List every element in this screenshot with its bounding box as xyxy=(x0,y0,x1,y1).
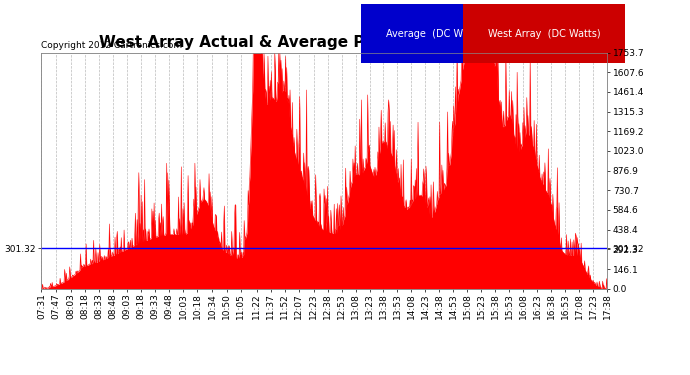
Text: Copyright 2012 Cartronics.com: Copyright 2012 Cartronics.com xyxy=(41,41,183,50)
Title: West Array Actual & Average Power Sat Nov 3 17:45: West Array Actual & Average Power Sat No… xyxy=(99,35,549,50)
Legend: Average  (DC Watts), West Array  (DC Watts): Average (DC Watts), West Array (DC Watts… xyxy=(384,27,602,40)
